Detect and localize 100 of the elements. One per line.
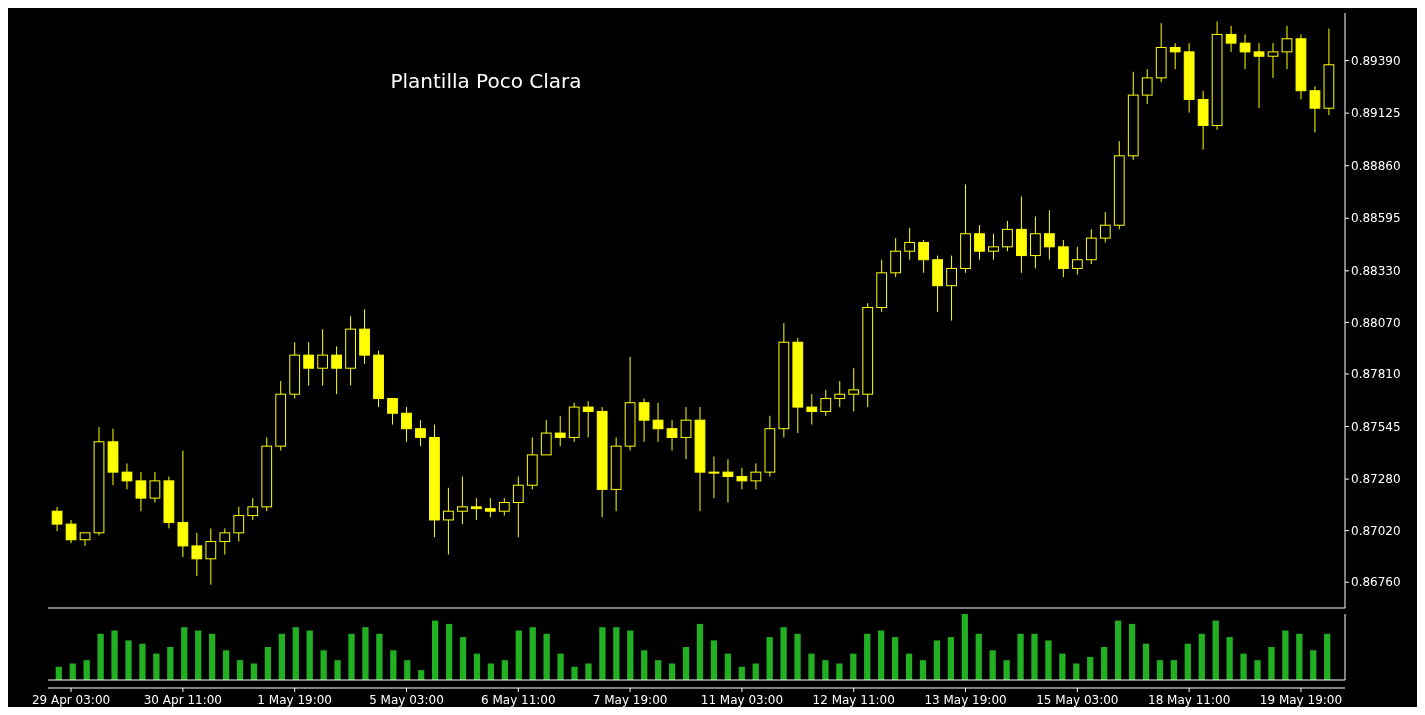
candlestick xyxy=(722,458,734,503)
x-tick-label: 1 May 19:00 xyxy=(257,693,333,707)
bar xyxy=(320,650,327,680)
candlestick xyxy=(247,497,259,521)
bar xyxy=(1240,653,1247,680)
candlestick xyxy=(401,406,412,443)
candlestick xyxy=(988,233,999,261)
candlestick xyxy=(750,462,762,490)
candlestick xyxy=(652,402,664,443)
candlestick xyxy=(848,367,860,412)
bar xyxy=(167,647,174,680)
bar xyxy=(543,633,550,680)
bar xyxy=(585,663,592,680)
candlestick xyxy=(233,506,245,543)
bar xyxy=(195,630,202,680)
candlestick xyxy=(1044,209,1055,261)
bar xyxy=(1087,656,1094,680)
bar xyxy=(905,653,913,680)
y-tick-label: 0.89390 xyxy=(1351,53,1401,68)
candlestick xyxy=(387,398,398,426)
bar xyxy=(153,653,160,680)
bar xyxy=(975,633,982,680)
bar xyxy=(278,633,285,680)
bar xyxy=(390,650,397,680)
x-tick-label: 18 May 11:00 xyxy=(1148,693,1231,707)
candlestick xyxy=(1253,42,1265,109)
x-tick-label: 19 May 19:00 xyxy=(1259,693,1343,707)
bar xyxy=(864,633,871,680)
bar xyxy=(376,633,383,680)
candlestick xyxy=(806,393,818,426)
candlestick xyxy=(1141,68,1153,105)
candlestick xyxy=(834,380,846,408)
bar xyxy=(111,630,118,680)
bar xyxy=(445,623,453,680)
candlestick xyxy=(205,527,217,586)
candlestick xyxy=(191,532,203,577)
x-tick-label: 30 Apr 11:00 xyxy=(143,693,222,707)
candlestick xyxy=(303,341,315,386)
candlestick xyxy=(415,419,426,447)
bar xyxy=(1212,620,1219,680)
bar xyxy=(850,653,857,680)
candlestick xyxy=(946,255,957,322)
bar xyxy=(139,643,146,680)
bar xyxy=(710,640,718,680)
candlestick xyxy=(512,476,524,538)
bar xyxy=(348,633,355,680)
bar xyxy=(264,647,272,680)
candlestick xyxy=(317,328,329,386)
candlestick xyxy=(820,389,832,417)
candlestick xyxy=(331,345,342,395)
bar xyxy=(292,627,299,680)
bar xyxy=(125,640,132,680)
y-tick-label: 0.86760 xyxy=(1351,575,1401,590)
bar xyxy=(404,660,411,680)
bar xyxy=(306,630,313,680)
candlestick xyxy=(638,398,650,443)
bar xyxy=(459,637,467,680)
bar xyxy=(1324,633,1331,680)
bar xyxy=(1296,633,1303,680)
candlestick xyxy=(219,527,231,555)
candlestick xyxy=(1281,25,1293,70)
bar xyxy=(989,650,996,680)
bar xyxy=(1170,660,1178,680)
bar xyxy=(794,633,801,680)
candlestick xyxy=(918,239,929,274)
candlestick xyxy=(904,227,916,261)
bar xyxy=(822,660,829,680)
bar xyxy=(515,630,522,680)
bar xyxy=(1101,647,1108,680)
bar xyxy=(362,627,369,680)
candlestick xyxy=(484,497,496,518)
x-tick-label: 29 Apr 03:00 xyxy=(31,693,111,707)
candlestick xyxy=(1267,42,1279,79)
bar xyxy=(780,627,787,680)
x-tick-label: 15 May 03:00 xyxy=(1036,693,1119,707)
bar xyxy=(1198,633,1205,680)
bar xyxy=(181,627,188,680)
y-tick-label: 0.87280 xyxy=(1351,472,1401,487)
bar xyxy=(557,653,564,680)
candlestick xyxy=(1057,239,1069,278)
bar xyxy=(627,630,634,680)
candlestick xyxy=(1239,33,1251,70)
x-tick-label: 5 May 03:00 xyxy=(369,693,444,707)
bar xyxy=(1031,633,1038,680)
candlestick xyxy=(1085,228,1097,265)
candlestick xyxy=(1225,25,1237,53)
candlestick xyxy=(708,455,720,499)
bar xyxy=(682,647,690,680)
bar xyxy=(696,623,704,680)
candlestick xyxy=(51,506,63,532)
x-tick-label: 7 May 19:00 xyxy=(592,693,668,707)
bar xyxy=(1282,630,1289,680)
candlestick xyxy=(1030,215,1041,269)
bar xyxy=(1156,660,1164,680)
candlestick xyxy=(79,532,91,547)
bar xyxy=(891,637,899,680)
bar xyxy=(1114,620,1122,680)
bar xyxy=(655,660,662,680)
bar xyxy=(432,620,439,680)
bar xyxy=(1017,633,1024,680)
